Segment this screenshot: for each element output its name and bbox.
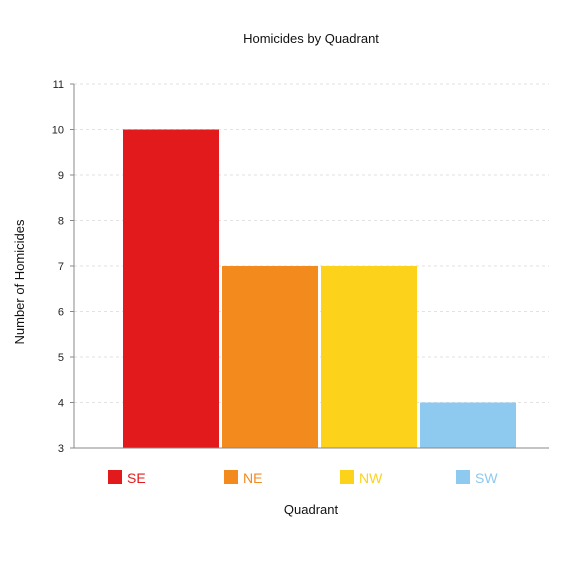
y-tick-label: 3 bbox=[58, 443, 64, 455]
y-tick-label: 11 bbox=[53, 79, 64, 91]
y-tick-label: 5 bbox=[58, 352, 64, 364]
bar-nw bbox=[321, 266, 417, 448]
y-axis-title: Number of Homicides bbox=[12, 219, 27, 344]
legend-label-ne: NE bbox=[243, 470, 262, 486]
bar-sw bbox=[420, 402, 516, 448]
bar-se bbox=[123, 129, 219, 448]
y-axis-ticks: 3 4 5 6 7 8 9 10 11 bbox=[52, 79, 74, 455]
legend: SE NE NW SW bbox=[108, 470, 498, 486]
bars bbox=[123, 129, 516, 448]
y-tick-label: 7 bbox=[58, 261, 64, 273]
y-tick-label: 6 bbox=[58, 307, 64, 319]
bar-ne bbox=[222, 266, 318, 448]
legend-swatch-sw bbox=[456, 470, 470, 484]
legend-swatch-se bbox=[108, 470, 122, 484]
y-tick-label: 10 bbox=[52, 125, 64, 137]
legend-label-nw: NW bbox=[359, 470, 383, 486]
legend-swatch-ne bbox=[224, 470, 238, 484]
x-axis-title: Quadrant bbox=[284, 502, 339, 517]
legend-label-se: SE bbox=[127, 470, 146, 486]
legend-label-sw: SW bbox=[475, 470, 498, 486]
legend-swatch-nw bbox=[340, 470, 354, 484]
y-tick-label: 4 bbox=[58, 398, 64, 410]
y-tick-label: 9 bbox=[58, 170, 64, 182]
y-tick-label: 8 bbox=[58, 216, 64, 228]
chart-title: Homicides by Quadrant bbox=[243, 31, 379, 46]
